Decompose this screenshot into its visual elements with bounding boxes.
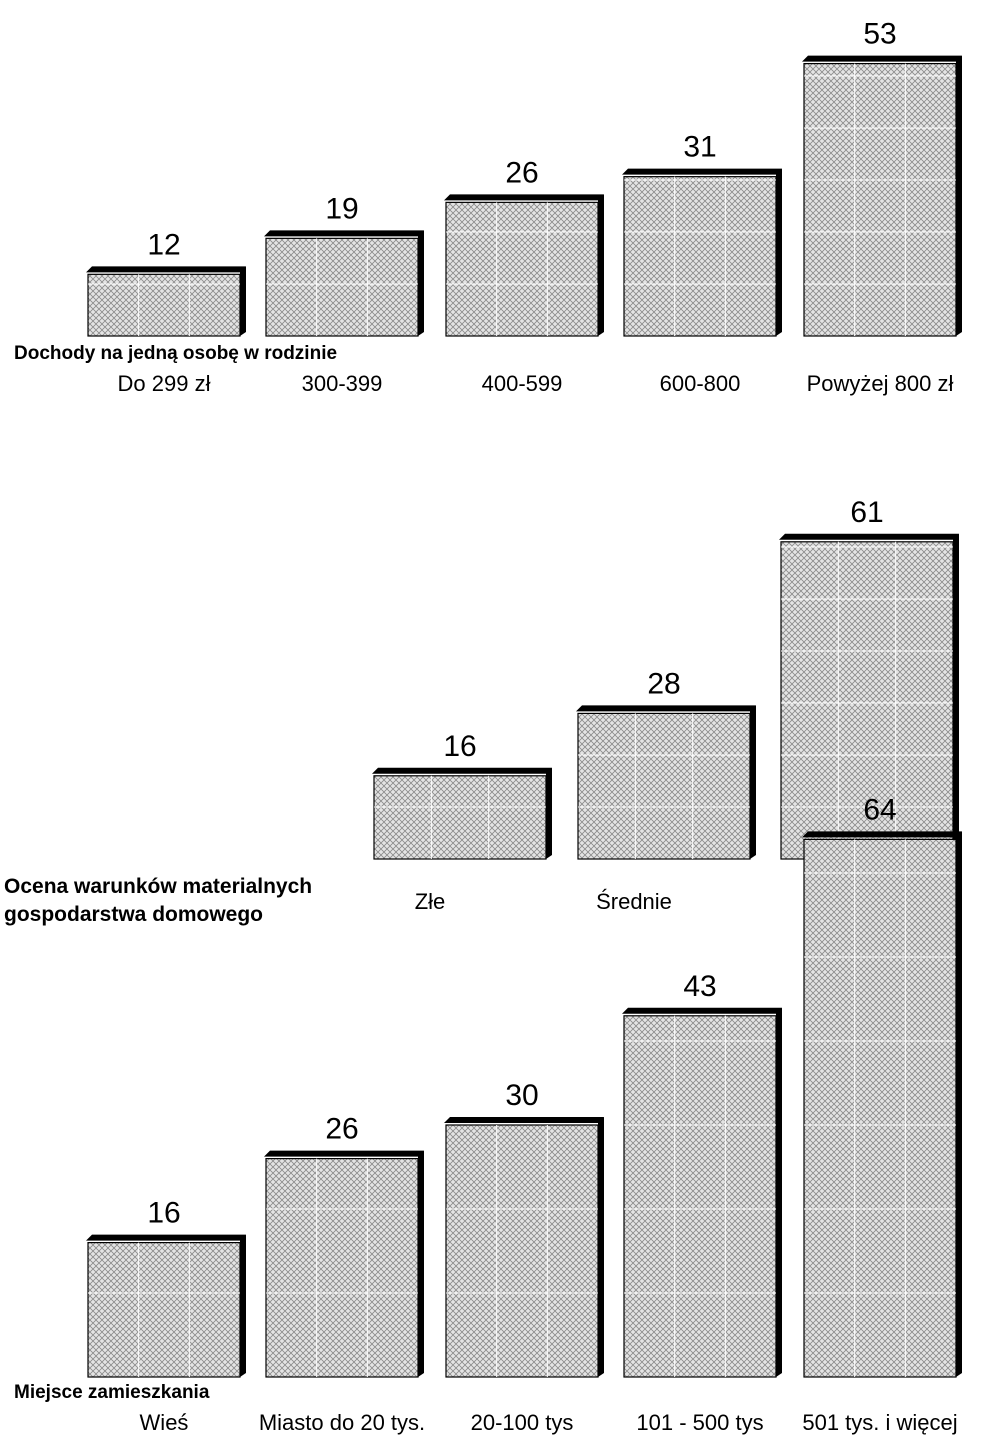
- chart-3-category-label-1: Wieś: [140, 1410, 189, 1435]
- chart-3-bar-2: [264, 1150, 424, 1378]
- chart-2-category-label-1: Złe: [415, 889, 446, 914]
- chart-3-group-label: Miejsce zamieszkania: [14, 1382, 210, 1403]
- chart-1-category-label-4: 600-800: [660, 371, 741, 396]
- chart-1-bar-2: [264, 230, 424, 337]
- chart-3-category-label-2: Miasto do 20 tys.: [259, 1410, 425, 1435]
- chart-1-category-label-5: Powyżej 800 zł: [807, 371, 954, 396]
- chart-3-bar-1: [86, 1234, 246, 1378]
- chart-3-value-label-2: 26: [325, 1113, 358, 1146]
- chart-3-bar-4: [622, 1007, 782, 1378]
- chart-3-bar-5: [802, 831, 962, 1378]
- chart-1-value-label-1: 12: [147, 228, 180, 261]
- chart-1-value-label-5: 53: [863, 18, 896, 51]
- chart-1-bar-3: [444, 194, 604, 337]
- chart-3-category-label-3: 20-100 tys: [471, 1410, 574, 1435]
- chart-3-value-label-3: 30: [505, 1079, 538, 1112]
- chart-3-value-label-4: 43: [683, 970, 716, 1003]
- chart-2-value-label-1: 16: [443, 730, 476, 763]
- chart-3-category-label-5: 501 tys. i więcej: [802, 1410, 957, 1435]
- chart-3-value-label-1: 16: [147, 1197, 180, 1230]
- chart-1-group-label: Dochody na jedną osobę w rodzinie: [14, 343, 337, 364]
- chart-1-category-label-3: 400-599: [482, 371, 563, 396]
- chart-2-group-label-line-1: Ocena warunków materialnych: [4, 875, 312, 898]
- chart-2-value-label-3: 61: [850, 496, 883, 529]
- chart-2-category-label-2: Średnie: [596, 889, 672, 914]
- chart-1-value-label-3: 26: [505, 156, 538, 189]
- chart-1-bar-1: [86, 266, 246, 337]
- chart-1-bar-4: [622, 168, 782, 337]
- chart-1-category-label-1: Do 299 zł: [118, 371, 211, 396]
- chart-2-bar-1: [372, 767, 552, 860]
- chart-3-bar-3: [444, 1117, 604, 1378]
- chart-3-category-label-4: 101 - 500 tys: [636, 1410, 763, 1435]
- chart-2-value-label-2: 28: [647, 667, 680, 700]
- chart-1-value-label-2: 19: [325, 192, 358, 225]
- chart-2-group-label-line-2: gospodarstwa domowego: [4, 903, 263, 926]
- chart-1-bar-5: [802, 55, 962, 337]
- chart-2-bar-2: [576, 705, 756, 860]
- chart-3-value-label-5: 64: [863, 793, 896, 826]
- chart-1-category-label-2: 300-399: [302, 371, 383, 396]
- chart-2-bar-3: [779, 533, 959, 860]
- chart-1-value-label-4: 31: [683, 131, 716, 164]
